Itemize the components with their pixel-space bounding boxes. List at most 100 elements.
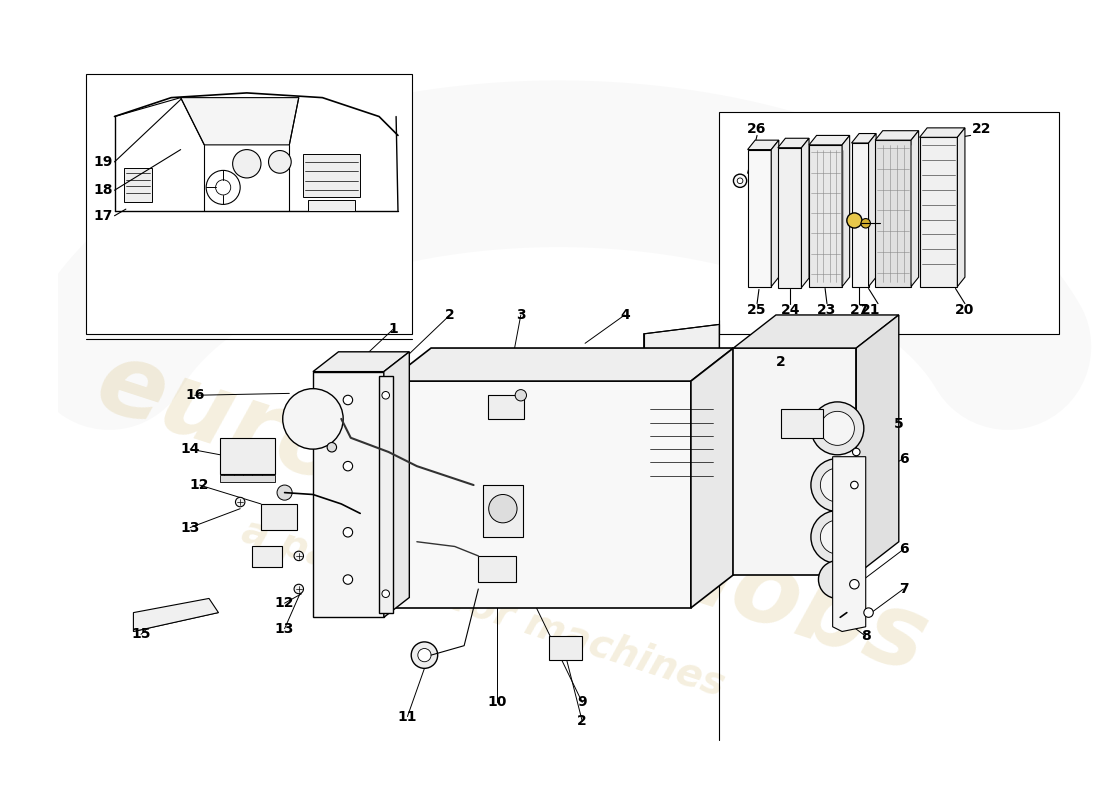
Bar — [312, 372, 384, 618]
Circle shape — [811, 458, 864, 511]
Text: 11: 11 — [398, 710, 417, 723]
Circle shape — [488, 494, 517, 523]
Polygon shape — [691, 348, 734, 608]
Text: 14: 14 — [180, 442, 200, 456]
Polygon shape — [869, 134, 876, 286]
Circle shape — [411, 642, 438, 668]
Text: 6: 6 — [899, 542, 909, 556]
Circle shape — [811, 402, 864, 455]
Bar — [388, 381, 691, 608]
Circle shape — [294, 584, 304, 594]
Bar — [781, 410, 823, 438]
Circle shape — [283, 389, 343, 449]
Text: 25: 25 — [747, 303, 767, 318]
Circle shape — [343, 395, 353, 405]
Bar — [252, 546, 282, 567]
Text: 10: 10 — [487, 695, 507, 710]
Bar — [483, 485, 522, 537]
Bar — [478, 556, 516, 582]
Bar — [549, 636, 582, 660]
Circle shape — [849, 579, 859, 589]
Polygon shape — [778, 138, 808, 148]
Text: 13: 13 — [180, 521, 200, 534]
Text: 2: 2 — [776, 355, 785, 370]
Circle shape — [343, 462, 353, 471]
Polygon shape — [180, 98, 299, 145]
Bar — [719, 112, 1059, 334]
Bar — [220, 438, 275, 474]
Text: 5: 5 — [894, 417, 904, 430]
Circle shape — [737, 178, 742, 184]
Text: 6: 6 — [899, 451, 909, 466]
Bar — [308, 200, 355, 211]
Polygon shape — [312, 352, 409, 372]
Polygon shape — [833, 457, 866, 631]
Text: 4: 4 — [620, 308, 629, 322]
Polygon shape — [808, 145, 843, 286]
Polygon shape — [808, 135, 849, 145]
Circle shape — [343, 575, 353, 584]
Circle shape — [850, 482, 858, 489]
Polygon shape — [734, 315, 899, 348]
Circle shape — [734, 174, 747, 187]
Text: 21: 21 — [860, 303, 880, 318]
Circle shape — [294, 551, 304, 561]
Text: 13: 13 — [275, 622, 295, 636]
Polygon shape — [856, 315, 899, 575]
Polygon shape — [388, 348, 734, 381]
Bar — [86, 74, 412, 334]
Circle shape — [821, 411, 855, 446]
Polygon shape — [920, 138, 957, 286]
Bar — [734, 348, 856, 575]
Polygon shape — [876, 130, 918, 140]
Circle shape — [821, 520, 855, 554]
Text: 15: 15 — [131, 627, 151, 642]
Polygon shape — [843, 135, 849, 286]
Circle shape — [382, 391, 389, 399]
Circle shape — [235, 498, 245, 506]
Text: 7: 7 — [899, 582, 909, 596]
Polygon shape — [851, 134, 876, 143]
Text: 22: 22 — [972, 122, 992, 136]
Circle shape — [232, 150, 261, 178]
Polygon shape — [748, 150, 771, 286]
Text: 9: 9 — [578, 695, 587, 710]
Circle shape — [821, 468, 855, 502]
Polygon shape — [920, 128, 965, 138]
Circle shape — [818, 561, 856, 598]
Polygon shape — [644, 325, 719, 589]
Text: 12: 12 — [275, 596, 295, 610]
Circle shape — [277, 485, 293, 500]
Text: 3: 3 — [516, 308, 526, 322]
Circle shape — [268, 150, 292, 174]
Circle shape — [515, 390, 527, 401]
Circle shape — [811, 510, 864, 563]
Text: a passion for machines: a passion for machines — [236, 512, 729, 704]
Circle shape — [418, 649, 431, 662]
Polygon shape — [384, 352, 409, 618]
Circle shape — [343, 527, 353, 537]
Bar — [379, 376, 394, 613]
Bar — [124, 169, 152, 202]
Text: 8: 8 — [861, 630, 870, 643]
Polygon shape — [957, 128, 965, 286]
Polygon shape — [802, 138, 808, 287]
Bar — [220, 474, 275, 482]
Text: 2: 2 — [578, 714, 587, 728]
Text: 18: 18 — [94, 183, 113, 198]
Circle shape — [852, 448, 860, 456]
Polygon shape — [876, 140, 911, 286]
Polygon shape — [778, 148, 802, 287]
Circle shape — [327, 442, 337, 452]
Text: 26: 26 — [747, 122, 767, 136]
Text: euromotorhobs: euromotorhobs — [84, 334, 938, 694]
Bar — [487, 395, 524, 419]
Text: 27: 27 — [849, 303, 869, 318]
Polygon shape — [911, 130, 918, 286]
Bar — [261, 504, 297, 530]
Circle shape — [382, 590, 389, 598]
Circle shape — [847, 213, 862, 228]
Text: 16: 16 — [185, 388, 205, 402]
Bar — [648, 400, 715, 494]
Text: 20: 20 — [955, 303, 975, 318]
